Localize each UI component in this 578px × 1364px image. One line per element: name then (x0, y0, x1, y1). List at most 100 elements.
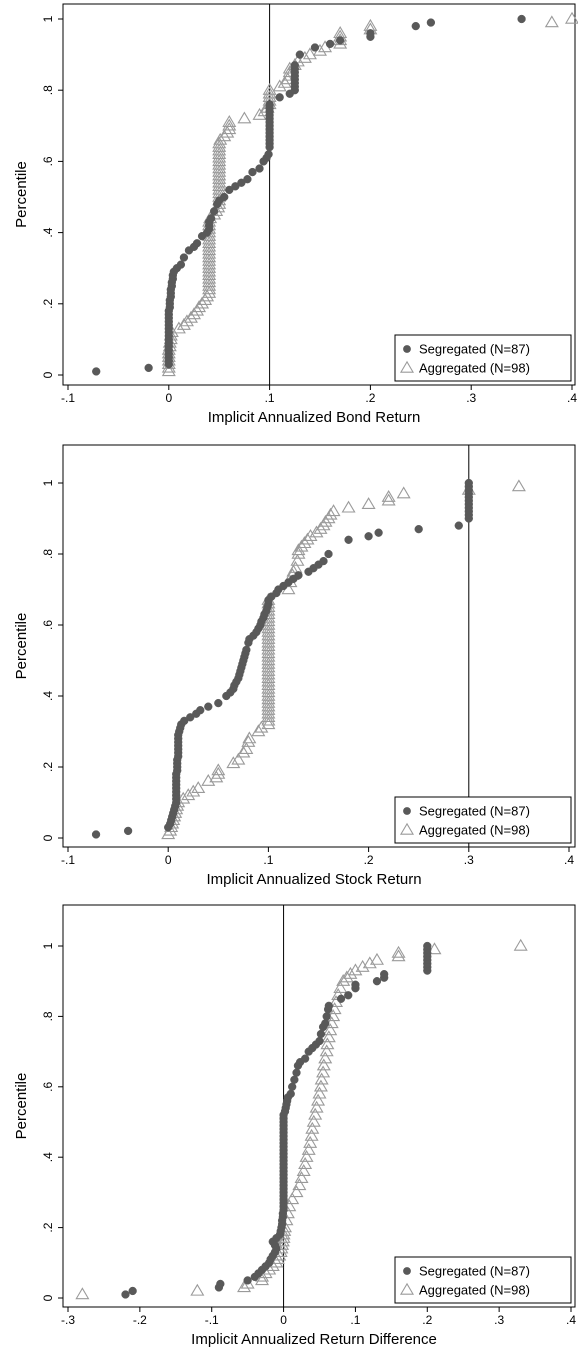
data-point-aggregated (211, 763, 226, 776)
data-point-aggregated (202, 285, 217, 298)
x-tick-label: -.1 (205, 1313, 219, 1327)
data-point-aggregated (226, 756, 241, 769)
data-point-segregated (92, 367, 101, 376)
data-point-aggregated (275, 1234, 290, 1247)
data-point-segregated (374, 528, 383, 537)
data-point-segregated (255, 164, 264, 173)
data-point-aggregated (212, 168, 227, 181)
data-point-segregated (243, 175, 252, 184)
data-point-aggregated (261, 635, 276, 648)
data-point-aggregated (300, 532, 315, 545)
data-point-aggregated (277, 75, 292, 88)
data-point-aggregated (236, 745, 251, 758)
legend-label: Segregated (N=87) (419, 1264, 530, 1279)
data-point-segregated (336, 36, 345, 45)
data-point-aggregated (302, 47, 317, 60)
data-point-aggregated (333, 26, 348, 38)
data-point-segregated (242, 645, 251, 654)
data-point-aggregated (341, 500, 356, 513)
data-point-aggregated (312, 1086, 327, 1099)
data-point-aggregated (292, 1178, 307, 1191)
legend-marker-aggregated (399, 1282, 415, 1295)
legend-box (394, 334, 572, 382)
data-point-aggregated (237, 111, 252, 124)
series-segregated (91, 478, 473, 839)
plot-frame (62, 444, 576, 848)
data-point-aggregated (294, 539, 309, 552)
y-tick-label: 1 (41, 942, 55, 949)
y-tick-label: .2 (41, 1222, 55, 1232)
data-point-aggregated (311, 1093, 326, 1106)
data-point-aggregated (316, 1065, 331, 1078)
y-tick-label: 0 (41, 834, 55, 841)
data-point-aggregated (261, 667, 276, 680)
data-point-segregated (264, 150, 273, 159)
data-point-aggregated (362, 956, 377, 969)
data-point-segregated (288, 1082, 297, 1091)
data-point-aggregated (186, 307, 202, 320)
x-tick-label: .4 (566, 1313, 576, 1327)
data-point-aggregated (261, 639, 276, 652)
data-point-aggregated (202, 257, 217, 270)
data-point-aggregated (171, 321, 186, 334)
data-point-aggregated (209, 770, 224, 783)
data-point-aggregated (241, 734, 256, 747)
y-axis-title: Percentile (13, 161, 30, 228)
x-tick-label: 0 (280, 1313, 287, 1327)
data-point-segregated (128, 1286, 137, 1296)
y-axis-title: Percentile (13, 1073, 30, 1140)
data-point-aggregated (261, 642, 276, 655)
data-point-aggregated (212, 161, 227, 174)
data-point-aggregated (511, 479, 526, 492)
data-point-segregated (121, 1290, 130, 1299)
data-point-aggregated (212, 139, 227, 152)
data-point-aggregated (261, 617, 276, 630)
data-point-aggregated (202, 253, 217, 266)
data-point-aggregated (202, 239, 217, 252)
data-point-aggregated (261, 678, 276, 691)
data-point-aggregated (564, 11, 578, 24)
data-point-aggregated (202, 268, 217, 281)
data-point-aggregated (212, 147, 227, 159)
data-point-segregated (123, 826, 133, 836)
data-point-aggregated (396, 486, 411, 499)
y-tick-label: .4 (41, 1152, 55, 1162)
data-point-segregated (321, 1019, 330, 1028)
data-point-aggregated (252, 107, 267, 120)
data-point-aggregated (313, 521, 328, 534)
legend-box (394, 1256, 572, 1304)
data-point-aggregated (261, 674, 276, 687)
data-point-aggregated (381, 489, 396, 502)
x-tick-label: .1 (350, 1313, 360, 1327)
data-point-aggregated (261, 631, 276, 644)
data-point-aggregated (323, 1023, 338, 1036)
data-point-aggregated (314, 1072, 329, 1085)
x-tick-label: .2 (365, 391, 375, 405)
data-point-segregated (179, 253, 189, 262)
data-point-aggregated (75, 1287, 90, 1300)
plot-frame (62, 904, 576, 1308)
data-point-segregated (372, 977, 382, 986)
data-point-aggregated (275, 1237, 290, 1250)
y-tick-label: 1 (41, 15, 55, 22)
legend-marker-segregated (403, 1267, 411, 1275)
x-tick-label: .2 (422, 1313, 432, 1327)
data-point-aggregated (333, 981, 348, 993)
legend-box (394, 796, 572, 844)
data-point-aggregated (261, 660, 276, 673)
data-point-aggregated (261, 717, 276, 730)
data-point-aggregated (355, 959, 370, 972)
data-point-aggregated (261, 621, 276, 634)
data-point-segregated (310, 43, 320, 52)
data-point-aggregated (212, 179, 227, 192)
x-tick-label: .2 (364, 853, 374, 867)
data-point-aggregated (361, 497, 376, 510)
data-point-segregated (366, 29, 375, 38)
data-point-aggregated (391, 949, 406, 962)
data-point-aggregated (339, 970, 354, 983)
data-point-aggregated (201, 773, 216, 786)
data-point-aggregated (202, 236, 217, 248)
data-point-aggregated (261, 671, 276, 683)
data-point-aggregated (261, 699, 276, 712)
x-tick-label: .1 (263, 853, 273, 867)
